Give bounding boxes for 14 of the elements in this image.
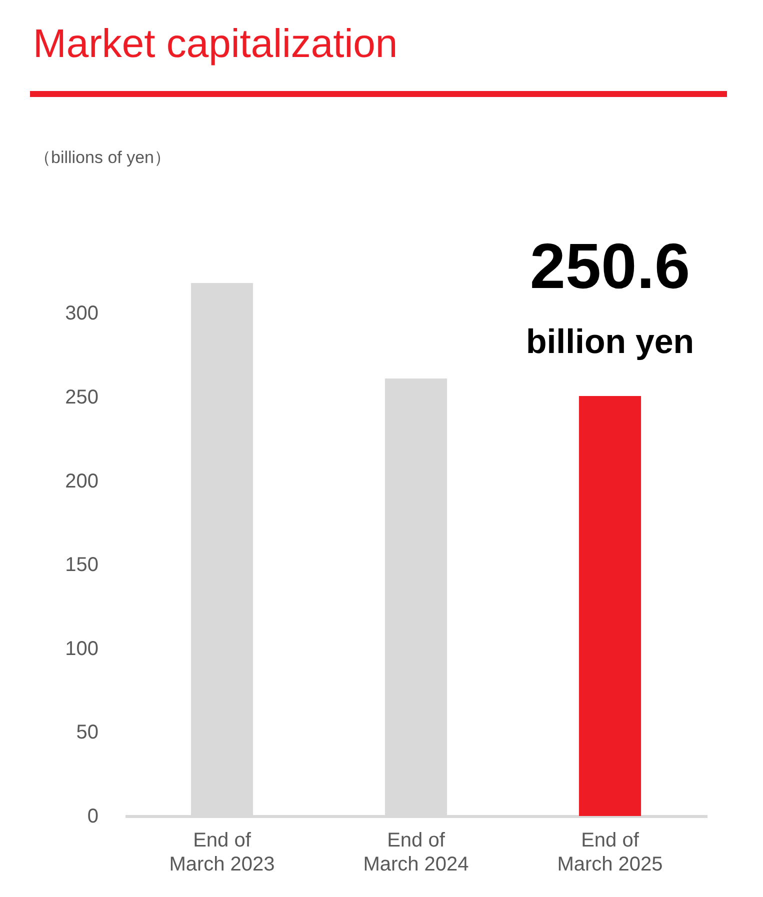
y-tick-label: 200 [65, 470, 98, 492]
bar [578, 396, 642, 816]
x-tick-label: End of March 2023 [169, 830, 275, 876]
y-tick-label: 50 [76, 722, 98, 744]
chart-title: Market capitalization [33, 22, 398, 67]
y-tick-label: 250 [65, 386, 98, 408]
y-tick-label: 150 [65, 554, 98, 576]
y-tick-label: 100 [65, 638, 98, 660]
x-tick-label: End of March 2024 [363, 830, 469, 876]
annotation: 250.6 billion yen [526, 230, 694, 361]
y-tick-label: 0 [87, 806, 98, 828]
y-tick-label: 300 [65, 302, 98, 325]
text: （billions of yen） [34, 147, 172, 169]
x-tick-label: End of March 2025 [557, 830, 663, 876]
